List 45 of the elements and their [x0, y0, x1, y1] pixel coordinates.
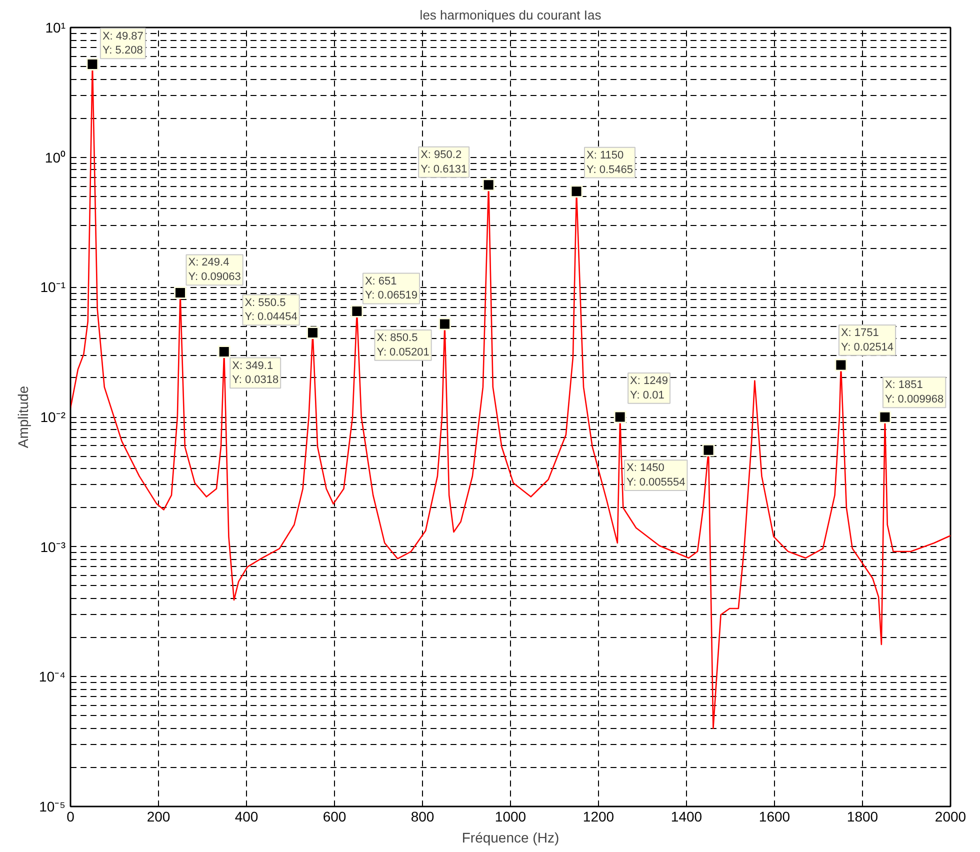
annotation: X: 1851 Y: 0.009968: [884, 379, 944, 406]
annotation: X: 550.5 Y: 0.04454: [244, 296, 298, 324]
annotation: X: 1249 Y: 0.01: [630, 375, 668, 402]
annotation: X: 1150 Y: 0.5465: [586, 149, 633, 176]
point: [570, 185, 583, 198]
y-tick-label: 10⁻³: [40, 538, 66, 555]
y-axis-title: Amplitude: [14, 386, 31, 448]
annotation: X: 1450 Y: 0.005554: [626, 462, 686, 489]
point: [438, 318, 451, 330]
x-tick-label: 800: [410, 808, 434, 824]
annotation: X: 49.87 Y: 5.208: [102, 30, 144, 57]
annotation: X: 850.5 Y: 0.05201: [376, 332, 430, 358]
y-tick-label: 10⁻⁵: [39, 798, 66, 814]
point: [614, 410, 626, 424]
x-tick-label: 1800: [846, 808, 878, 824]
x-tick-label: 1200: [582, 808, 614, 824]
point: [350, 305, 364, 318]
chart-title: les harmoniques du courant Ias: [420, 8, 602, 22]
x-tick-label: 0: [66, 808, 75, 824]
point: [878, 410, 892, 424]
annotation: X: 950.2 Y: 0.6131: [420, 148, 468, 176]
y-tick-label: 10⁻⁴: [38, 668, 66, 685]
y-tick-label: 10⁻¹: [40, 279, 66, 296]
x-tick-label: 200: [146, 808, 170, 824]
x-tick-label: 1600: [758, 808, 790, 824]
point: [218, 346, 230, 358]
y-tick-label: 10⁻²: [40, 409, 66, 425]
x-tick-label: 600: [322, 808, 346, 824]
x-tick-label: 400: [234, 808, 258, 824]
x-tick-label: 1400: [670, 808, 702, 824]
point: [306, 326, 319, 340]
annotation: X: 651 Y: 0.06519: [364, 275, 418, 302]
x-tick-label: 2000: [934, 808, 966, 824]
x-axis-title: Fréquence (Hz): [462, 830, 560, 846]
point: [86, 58, 99, 71]
point: [702, 444, 715, 456]
point: [174, 286, 186, 299]
point: [482, 178, 495, 192]
point: [834, 358, 848, 372]
annotation: X: 349.1 Y: 0.0318: [232, 360, 279, 386]
y-tick-label: 10¹: [45, 20, 66, 36]
annotation: X: 249.4 Y: 0.09063: [188, 256, 241, 284]
x-tick-label: 1000: [494, 808, 526, 824]
annotation: X: 1751 Y: 0.02514: [840, 327, 894, 354]
y-tick-label: 10⁰: [44, 149, 66, 166]
